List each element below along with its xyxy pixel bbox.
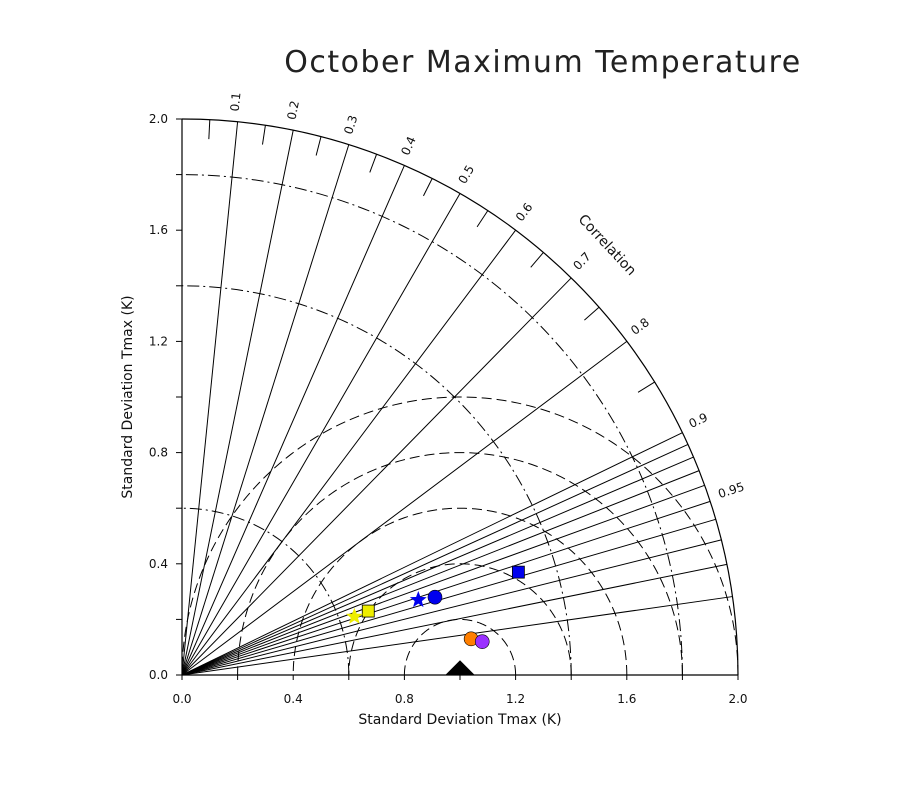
correlation-line xyxy=(181,484,705,676)
correlation-line xyxy=(181,165,405,676)
x-tick-label: 0.0 xyxy=(172,692,191,706)
x-tick-label: 0.4 xyxy=(284,692,303,706)
correlation-line xyxy=(181,563,727,676)
correlation-minor-tick xyxy=(584,306,600,321)
x-axis-label: Standard Deviation Tmax (K) xyxy=(358,712,561,728)
correlation-tick-label: 0.9 xyxy=(687,410,710,431)
correlation-line xyxy=(181,229,516,676)
correlation-line xyxy=(181,277,572,676)
rms-contour xyxy=(237,452,683,676)
grid-layer xyxy=(181,121,739,676)
correlation-tick-label: 0.2 xyxy=(284,99,302,121)
square-marker xyxy=(361,604,375,618)
rms-contour xyxy=(348,563,572,676)
correlation-line xyxy=(181,500,711,676)
correlation-label: Correlation xyxy=(575,212,639,279)
correlation-tick-label: 0.7 xyxy=(570,249,593,272)
std-arc xyxy=(181,507,350,676)
correlation-line xyxy=(181,130,294,676)
correlation-tick-label: 0.1 xyxy=(228,92,244,112)
correlation-tick-label: 0.4 xyxy=(398,134,418,157)
rms-contour xyxy=(181,396,739,676)
correlation-tick-label: 0.5 xyxy=(455,163,477,187)
y-tick-label: 0.4 xyxy=(149,557,168,571)
correlation-minor-tick xyxy=(637,381,655,393)
correlation-line xyxy=(181,432,683,676)
correlation-tick-label: 0.3 xyxy=(341,114,360,136)
correlation-line xyxy=(181,518,716,676)
correlation-line xyxy=(181,456,694,676)
correlation-line xyxy=(181,144,350,676)
std-arc xyxy=(181,285,572,676)
y-tick-label: 0.8 xyxy=(149,446,168,460)
correlation-line xyxy=(181,539,722,676)
rms-contour xyxy=(292,507,628,676)
correlation-line xyxy=(181,444,689,676)
circle-marker xyxy=(427,589,443,605)
star-marker xyxy=(409,591,427,608)
x-tick-label: 0.8 xyxy=(395,692,414,706)
outer-arc xyxy=(181,118,739,676)
y-tick-label: 1.6 xyxy=(149,223,168,237)
correlation-minor-tick xyxy=(261,125,266,145)
y-tick-label: 0.0 xyxy=(149,668,168,682)
correlation-line xyxy=(181,470,700,676)
correlation-line xyxy=(181,340,628,676)
correlation-tick-label: 0.95 xyxy=(716,480,746,502)
x-tick-label: 2.0 xyxy=(728,692,747,706)
correlation-tick-label: 0.6 xyxy=(513,200,536,224)
reference-triangle-marker xyxy=(444,660,476,676)
correlation-minor-tick xyxy=(208,119,211,140)
square-marker xyxy=(511,565,525,579)
star-marker xyxy=(346,607,363,624)
correlation-line xyxy=(181,596,733,676)
correlation-minor-tick xyxy=(369,153,378,173)
circle-marker xyxy=(474,634,490,649)
correlation-minor-tick xyxy=(422,178,433,197)
correlation-minor-tick xyxy=(530,252,544,268)
y-axis-label: Standard Deviation Tmax (K) xyxy=(120,295,136,498)
y-tick-label: 2.0 xyxy=(149,112,168,126)
chart-title: October Maximum Temperature xyxy=(284,45,801,80)
x-tick-label: 1.2 xyxy=(506,692,525,706)
correlation-minor-tick xyxy=(476,210,489,228)
data-points xyxy=(346,565,525,676)
correlation-minor-tick xyxy=(315,136,322,156)
y-tick-label: 1.2 xyxy=(149,334,168,348)
correlation-line xyxy=(181,121,239,676)
correlation-line xyxy=(181,193,461,676)
std-arc xyxy=(181,174,683,676)
x-tick-label: 1.6 xyxy=(617,692,636,706)
correlation-tick-label: 0.8 xyxy=(628,315,652,338)
